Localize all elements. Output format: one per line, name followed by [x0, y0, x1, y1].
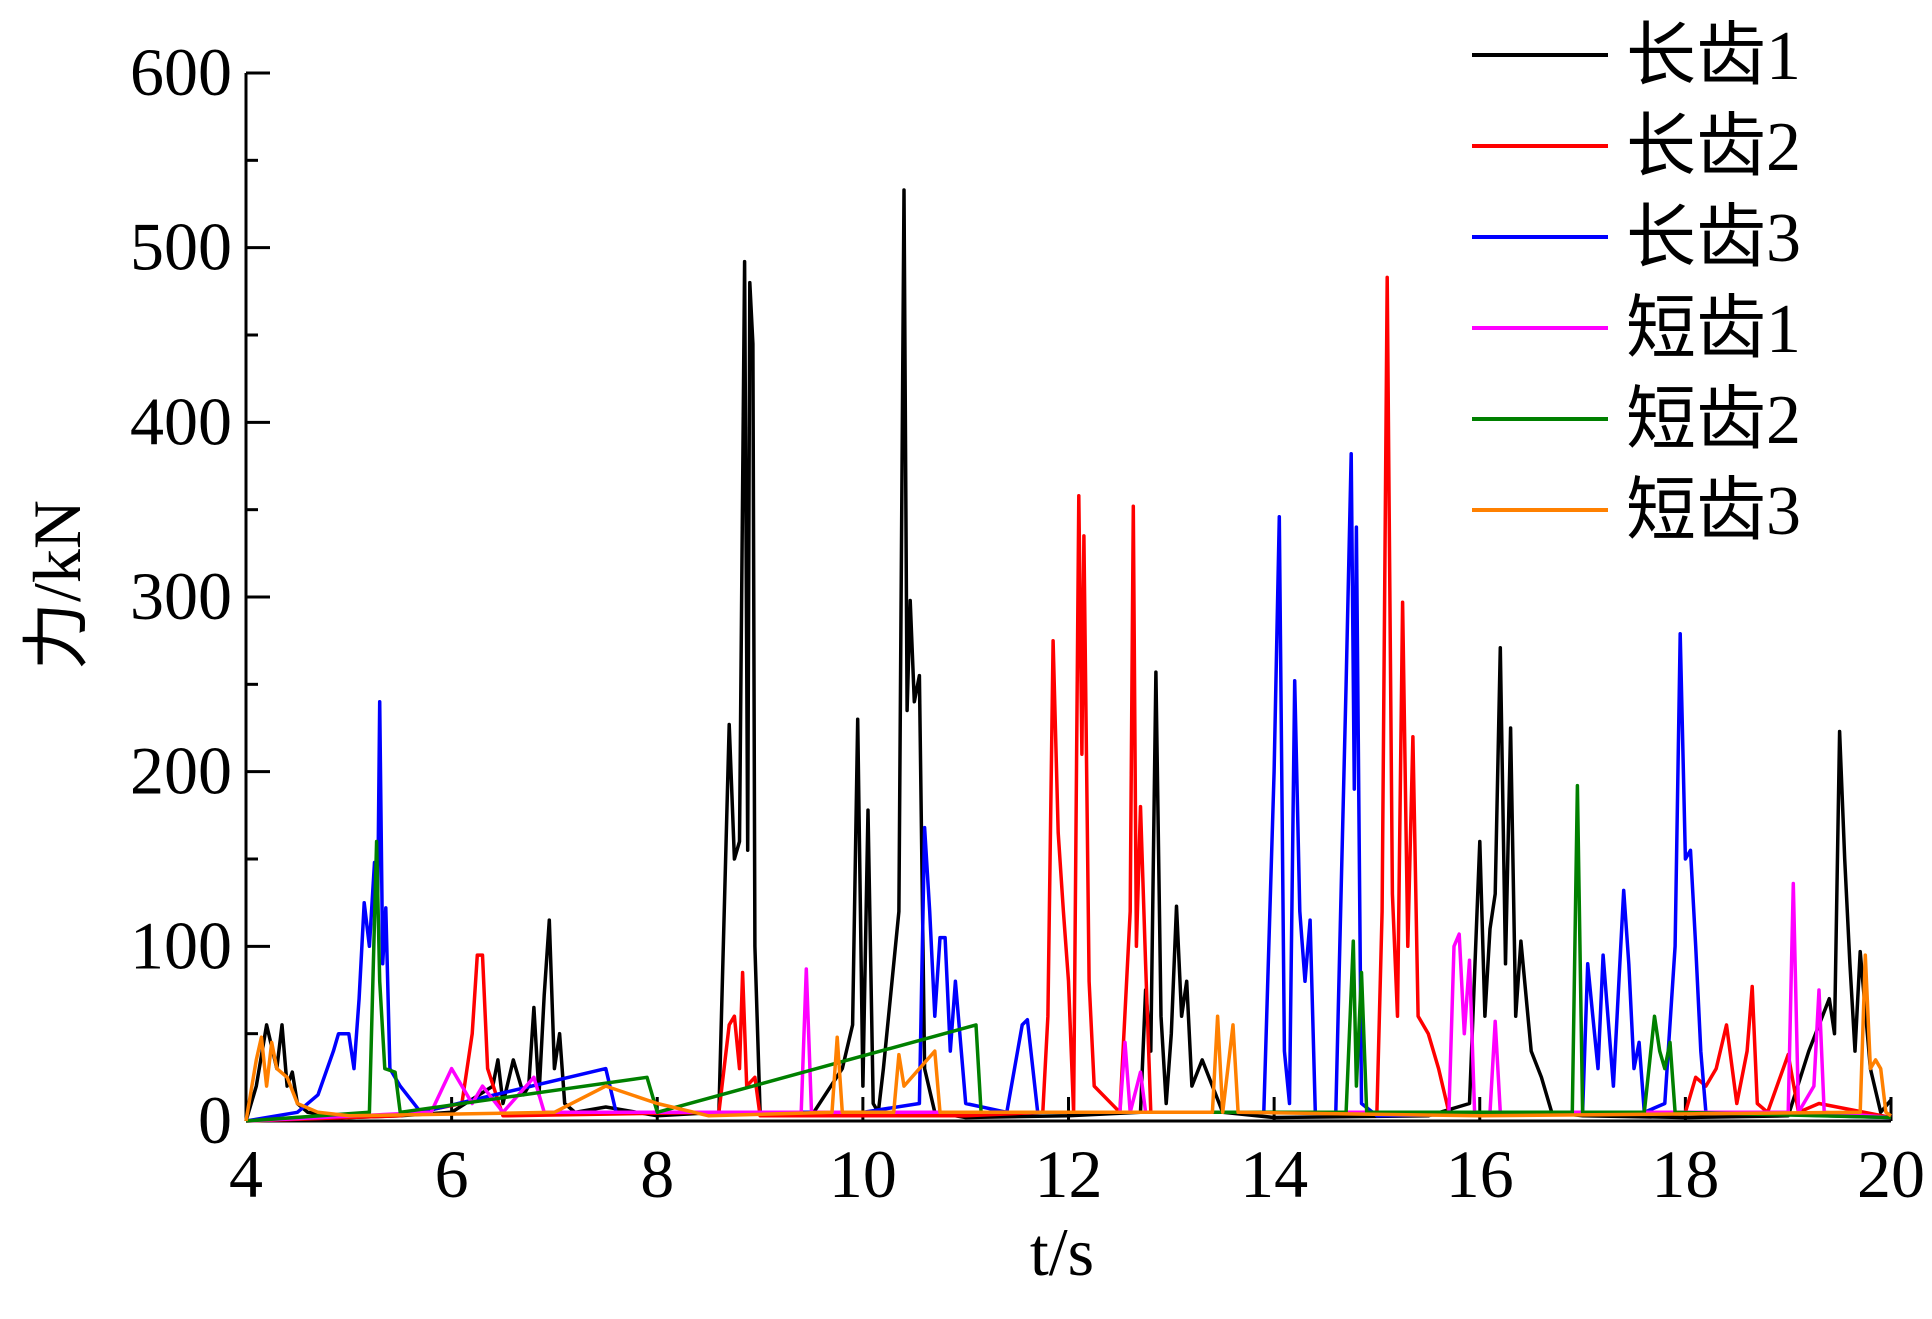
x-tick-label: 18	[1651, 1136, 1719, 1212]
y-axis-label: 力/kN	[19, 500, 95, 670]
y-tick-label: 200	[130, 733, 232, 809]
y-tick-label: 300	[130, 558, 232, 634]
series-line	[244, 953, 1892, 1122]
x-tick-label: 4	[229, 1136, 263, 1212]
series-line	[244, 188, 1893, 1122]
series-line	[245, 452, 1892, 1123]
y-tick-label: 0	[198, 1082, 232, 1158]
x-tick-label: 8	[640, 1136, 674, 1212]
x-tick-label: 6	[435, 1136, 469, 1212]
legend-label: 短齿2	[1626, 382, 1801, 459]
x-tick-label: 16	[1446, 1136, 1514, 1212]
y-tick-label: 100	[130, 907, 232, 983]
x-tick-label: 12	[1035, 1136, 1103, 1212]
y-tick-label: 400	[130, 383, 232, 459]
legend-label: 短齿1	[1626, 291, 1801, 368]
legend-label: 短齿3	[1626, 473, 1801, 550]
x-tick-label: 20	[1857, 1136, 1925, 1212]
legend-label: 长齿2	[1626, 109, 1801, 186]
x-tick-label: 10	[829, 1136, 897, 1212]
series-line	[245, 783, 1892, 1123]
y-tick-label: 500	[130, 209, 232, 285]
x-tick-label: 14	[1240, 1136, 1308, 1212]
series-line	[245, 275, 1892, 1123]
y-tick-label: 600	[130, 34, 232, 110]
x-axis-label: t/s	[1030, 1214, 1094, 1290]
legend-label: 长齿1	[1626, 18, 1801, 95]
legend-label: 长齿3	[1626, 200, 1801, 277]
